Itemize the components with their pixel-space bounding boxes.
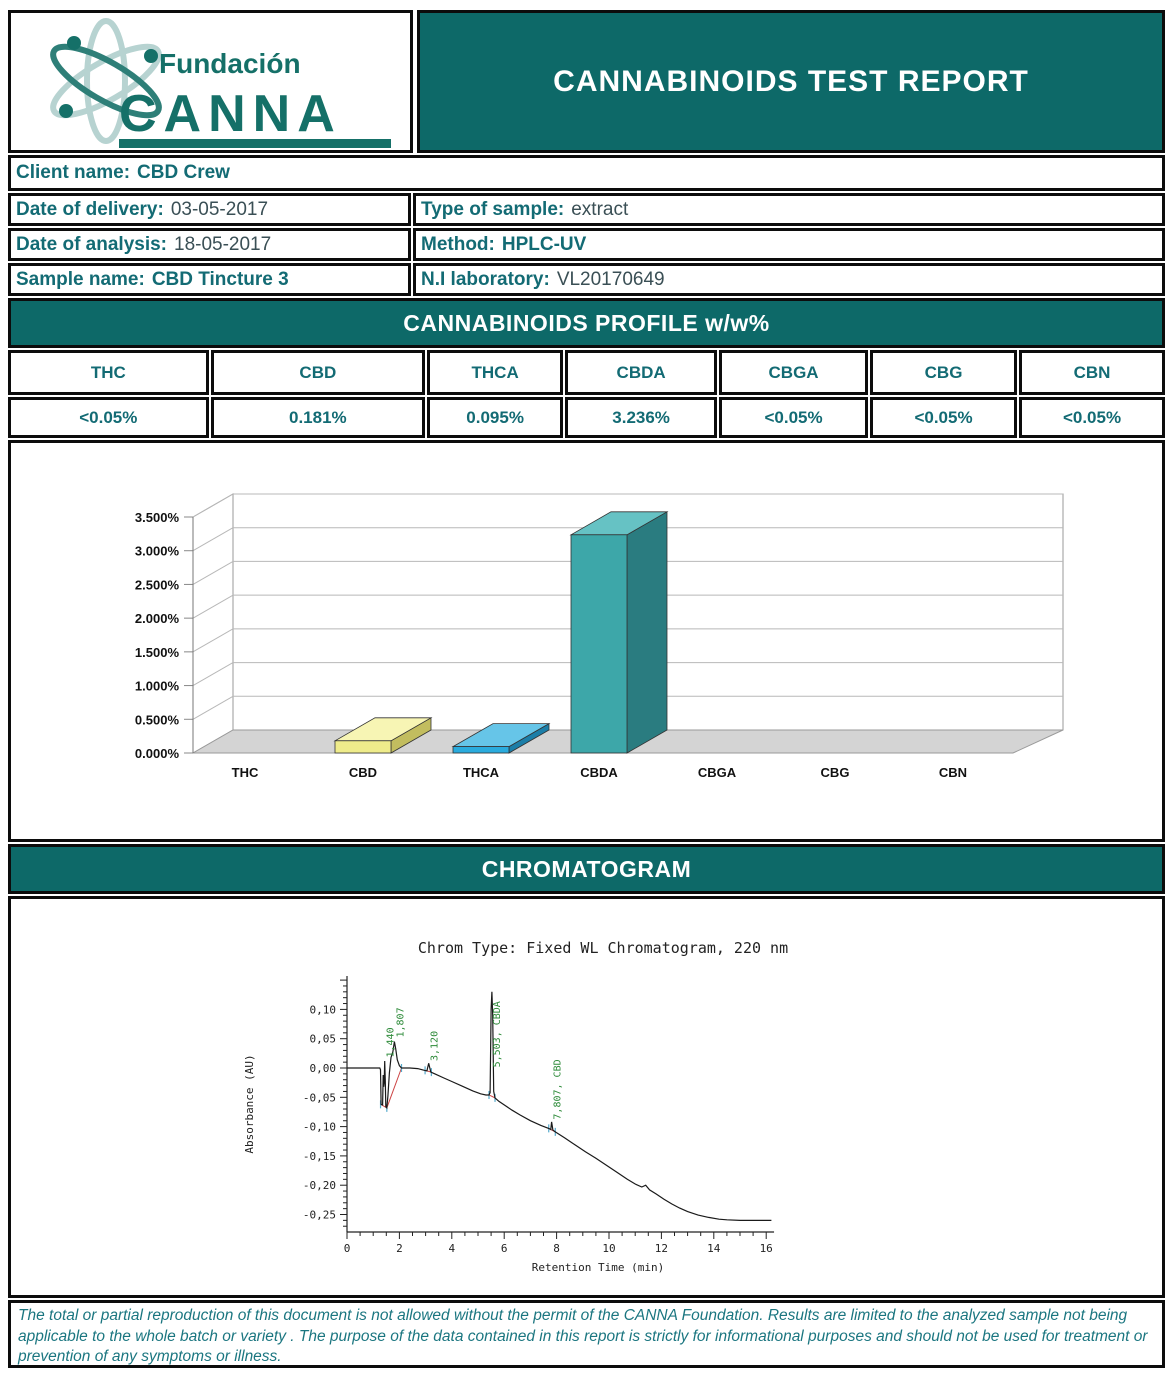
x-tick-label: 0 [344,1242,351,1255]
y-tick-label: 0.000% [135,746,180,761]
x-tick-label: 16 [760,1242,773,1255]
profile-value-CBG: <0.05% [870,397,1018,438]
brand-underline [119,139,391,148]
y-tick-label: 1.000% [135,679,180,694]
left-wall [192,493,234,754]
client-name-label: Client name: [16,162,131,183]
info-cell-1: Type of sample: extract [413,193,1165,226]
bar-THCA [451,722,551,754]
atom-icon [50,18,162,144]
x-tick-label: 6 [501,1242,508,1255]
client-name-value: CBD Crew [137,162,230,183]
profile-banner: CANNABINOIDS PROFILE w/w% [8,298,1165,348]
y-tick-label: 3.000% [135,544,180,559]
profile-header-CBN: CBN [1019,350,1165,395]
report-page: Fundación CANNA CANNABINOIDS TEST REPORT… [8,10,1165,1368]
logo: Fundación CANNA [8,10,413,153]
profile-value-THC: <0.05% [8,397,209,438]
x-tick-label: 8 [553,1242,560,1255]
disclaimer: The total or partial reproduction of thi… [8,1300,1165,1368]
profile-header-CBD: CBD [210,350,426,395]
y-tick-label: 0,05 [310,1033,337,1046]
header: Fundación CANNA CANNABINOIDS TEST REPORT [8,10,1165,153]
peak-label: 7,807, CBD [553,1059,564,1119]
peak-label: 5,503, CBDA [492,1001,503,1067]
x-tick-label: 10 [602,1242,615,1255]
x-axis-title: Retention Time (min) [532,1261,664,1274]
y-tick-label: -0,20 [303,1179,336,1192]
y-tick-label: 1.500% [135,645,180,660]
x-category-label: CBGA [698,765,737,780]
brand-main: CANNA [119,85,342,143]
profile-value-CBD: 0.181% [210,397,426,438]
y-tick-label: -0,15 [303,1150,336,1163]
y-tick-label: -0,10 [303,1121,336,1134]
profile-header-THC: THC [8,350,209,395]
x-tick-label: 4 [448,1242,455,1255]
chromatogram-plot: Chrom Type: Fixed WL Chromatogram, 220 n… [243,939,788,1274]
info-cell-3: Method: HPLC-UV [413,228,1165,261]
x-category-label: CBG [821,765,850,780]
y-tick-label: 0.500% [135,712,180,727]
info-cell-0: Date of delivery: 03-05-2017 [8,193,411,226]
profile-header-THCA: THCA [427,350,564,395]
profile-value-CBGA: <0.05% [719,397,869,438]
integration-baseline [488,1094,496,1099]
report-title: CANNABINOIDS TEST REPORT [417,10,1165,153]
disclaimer-text: The total or partial reproduction of thi… [18,1307,1148,1366]
y-tick-label: 0,10 [310,1003,337,1016]
bar-chart-box: 0.000% 0.500% 1.000% 1.500% 2.000% 2.500% 3.00… [8,440,1165,842]
chromatogram-banner-text: CHROMATOGRAM [481,855,692,882]
profile-value-CBDA: 3.236% [565,397,718,438]
profile-header-CBDA: CBDA [565,350,718,395]
y-tick-label: -0,25 [303,1209,336,1222]
profile-header-CBG: CBG [870,350,1018,395]
chromatogram-title: Chrom Type: Fixed WL Chromatogram, 220 n… [418,939,788,957]
x-category-label: CBN [939,765,967,780]
x-category-label: CBD [349,765,377,780]
info-cell-2: Date of analysis: 18-05-2017 [8,228,411,261]
sample-info-grid: Date of delivery: 03-05-2017 Type of sampl… [8,193,1165,296]
peak-label: 3,120 [430,1031,441,1061]
profile-table-values: <0.05% 0.181% 0.095% 3.236% <0.05% <0.05% <0.0… [8,397,1165,438]
x-category-label: CBDA [580,765,618,780]
brand-top: Fundación [159,48,301,79]
logo-graphic: Fundación CANNA [50,18,391,148]
report-title-text: CANNABINOIDS TEST REPORT [553,64,1029,98]
bar-CBD [333,717,433,754]
x-category-label: THC [232,765,259,780]
x-tick-label: 14 [707,1242,721,1255]
x-tick-label: 12 [655,1242,668,1255]
bar-CBDA [569,511,669,754]
y-tick-label: 2.000% [135,611,180,626]
chromatogram-curve [347,991,772,1221]
profile-table-header: THC CBD THCA CBDA CBGA CBG CBN [8,350,1165,395]
cannabinoids-bar-chart: 0.000% 0.500% 1.000% 1.500% 2.000% 2.500% 3.00… [135,493,1064,780]
integration-baseline [380,1067,402,1109]
x-tick-label: 2 [396,1242,403,1255]
y-tick-label: 3.500% [135,510,180,525]
chromatogram-banner: CHROMATOGRAM [8,844,1165,894]
peak-label: 1,440 [386,1027,397,1057]
x-category-label: THCA [463,765,500,780]
info-cell-4: Sample name: CBD Tincture 3 [8,263,411,296]
chromatogram-box: Chrom Type: Fixed WL Chromatogram, 220 n… [8,896,1165,1298]
y-axis-title: Absorbance (AU) [243,1054,256,1153]
info-cell-5: N.I laboratory: VL20170649 [413,263,1165,296]
profile-value-THCA: 0.095% [427,397,564,438]
profile-banner-text: CANNABINOIDS PROFILE w/w% [403,309,770,336]
y-tick-label: 0,00 [310,1062,337,1075]
client-name-row: Client name: CBD Crew [8,155,1165,191]
peak-label: 1,807 [395,1007,406,1037]
y-tick-label: 2.500% [135,577,180,592]
profile-header-CBGA: CBGA [719,350,869,395]
profile-value-CBN: <0.05% [1019,397,1165,438]
y-tick-label: -0,05 [303,1091,336,1104]
